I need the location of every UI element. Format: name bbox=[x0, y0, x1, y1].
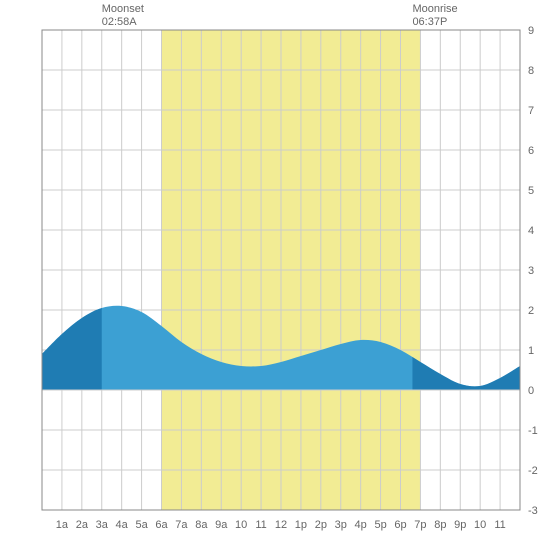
y-tick-label: 8 bbox=[528, 65, 534, 77]
y-tick-label: 6 bbox=[528, 145, 534, 157]
x-tick-label: 9a bbox=[215, 519, 228, 531]
x-tick-label: 5a bbox=[135, 519, 148, 531]
x-tick-label: 4a bbox=[116, 519, 129, 531]
moonrise-time: 06:37P bbox=[412, 16, 447, 28]
y-tick-label: 2 bbox=[528, 305, 534, 317]
x-tick-label: 2a bbox=[76, 519, 89, 531]
tide-chart: -3-2-101234567891a2a3a4a5a6a7a8a9a101112… bbox=[0, 0, 550, 550]
x-tick-label: 10 bbox=[235, 519, 247, 531]
moonset-time: 02:58A bbox=[102, 16, 138, 28]
y-tick-label: -2 bbox=[528, 465, 538, 477]
x-tick-label: 11 bbox=[494, 519, 505, 531]
x-tick-label: 1a bbox=[56, 519, 69, 531]
x-tick-label: 6a bbox=[155, 519, 168, 531]
y-tick-label: 4 bbox=[528, 225, 534, 237]
x-tick-label: 8p bbox=[434, 519, 446, 531]
y-tick-label: -1 bbox=[528, 425, 538, 437]
y-tick-label: -3 bbox=[528, 505, 538, 517]
moonrise-title: Moonrise bbox=[412, 3, 457, 15]
chart-svg: -3-2-101234567891a2a3a4a5a6a7a8a9a101112… bbox=[0, 0, 550, 550]
y-tick-label: 9 bbox=[528, 25, 534, 37]
x-tick-label: 8a bbox=[195, 519, 208, 531]
x-tick-label: 1p bbox=[295, 519, 307, 531]
y-tick-label: 0 bbox=[528, 385, 534, 397]
x-tick-label: 6p bbox=[394, 519, 406, 531]
y-tick-label: 1 bbox=[528, 345, 534, 357]
x-tick-label: 7a bbox=[175, 519, 188, 531]
x-tick-label: 12 bbox=[275, 519, 287, 531]
x-tick-label: 7p bbox=[414, 519, 426, 531]
x-tick-label: 3a bbox=[96, 519, 109, 531]
x-tick-label: 4p bbox=[355, 519, 367, 531]
x-tick-label: 2p bbox=[315, 519, 327, 531]
x-tick-label: 10 bbox=[474, 519, 486, 531]
y-tick-label: 7 bbox=[528, 105, 534, 117]
y-tick-label: 3 bbox=[528, 265, 534, 277]
x-tick-label: 3p bbox=[335, 519, 347, 531]
moonset-title: Moonset bbox=[102, 3, 144, 15]
x-tick-label: 5p bbox=[374, 519, 386, 531]
x-tick-label: 9p bbox=[454, 519, 466, 531]
x-tick-label: 11 bbox=[255, 519, 266, 531]
y-tick-label: 5 bbox=[528, 185, 534, 197]
